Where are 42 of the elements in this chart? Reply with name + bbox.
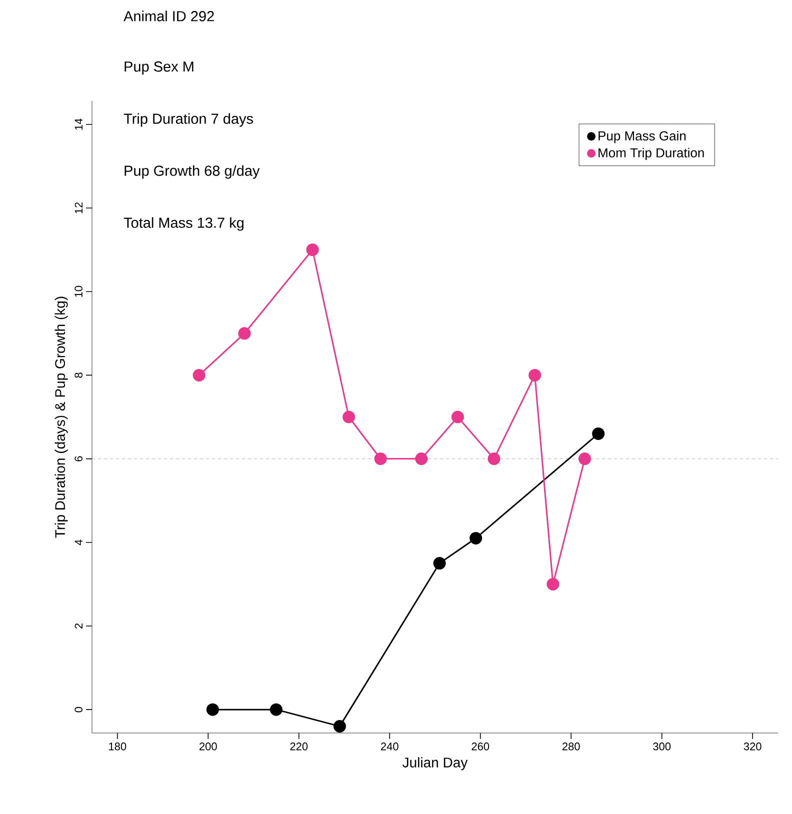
text: Pup Sex M <box>124 61 194 75</box>
point <box>238 327 251 340</box>
point <box>592 427 605 440</box>
x-tick-label: 280 <box>562 742 580 750</box>
x-tick-label: 200 <box>200 742 217 750</box>
y-tick-label: 8 <box>74 372 82 378</box>
point <box>374 452 387 466</box>
x-tick-label: 300 <box>653 742 671 750</box>
annotation: Pup Growth 68 g/day <box>124 165 260 179</box>
point <box>270 703 282 716</box>
point <box>546 578 560 590</box>
point <box>578 452 591 466</box>
point <box>306 244 319 256</box>
point <box>206 703 219 716</box>
y-tick-label: 6 <box>74 456 82 462</box>
point <box>192 368 206 382</box>
annotation: Total Mass 13.7 kg <box>124 217 244 231</box>
point <box>333 720 346 733</box>
y-tick-label: 0 <box>74 706 82 712</box>
point <box>470 532 482 544</box>
y-tick-label: 12 <box>74 202 82 214</box>
point <box>342 410 356 424</box>
text: Animal ID 292 <box>124 10 214 22</box>
x-tick-label: 220 <box>290 742 308 750</box>
legend-label: Pup Mass Gain <box>598 130 686 144</box>
y-tick-label: 14 <box>74 118 82 130</box>
point <box>415 452 428 466</box>
x-tick-label: 240 <box>381 742 398 750</box>
y-tick-label: 10 <box>74 286 82 297</box>
x-axis-title: Julian Day <box>402 757 468 770</box>
point <box>488 452 500 466</box>
legend-label: Mom Trip Duration <box>598 148 704 160</box>
point <box>528 368 542 382</box>
x-tick-label: 260 <box>472 742 490 750</box>
annotation: Trip Duration 7 days <box>124 113 253 127</box>
y-tick-label: 4 <box>74 540 82 546</box>
x-tick-label: 180 <box>109 742 126 750</box>
y-axis-title: Trip Duration (days) & Pup Growth (kg) <box>54 296 68 538</box>
x-tick-label: 320 <box>744 742 762 750</box>
y-tick-label: 2 <box>74 623 82 628</box>
point <box>451 410 464 424</box>
point <box>433 557 446 570</box>
